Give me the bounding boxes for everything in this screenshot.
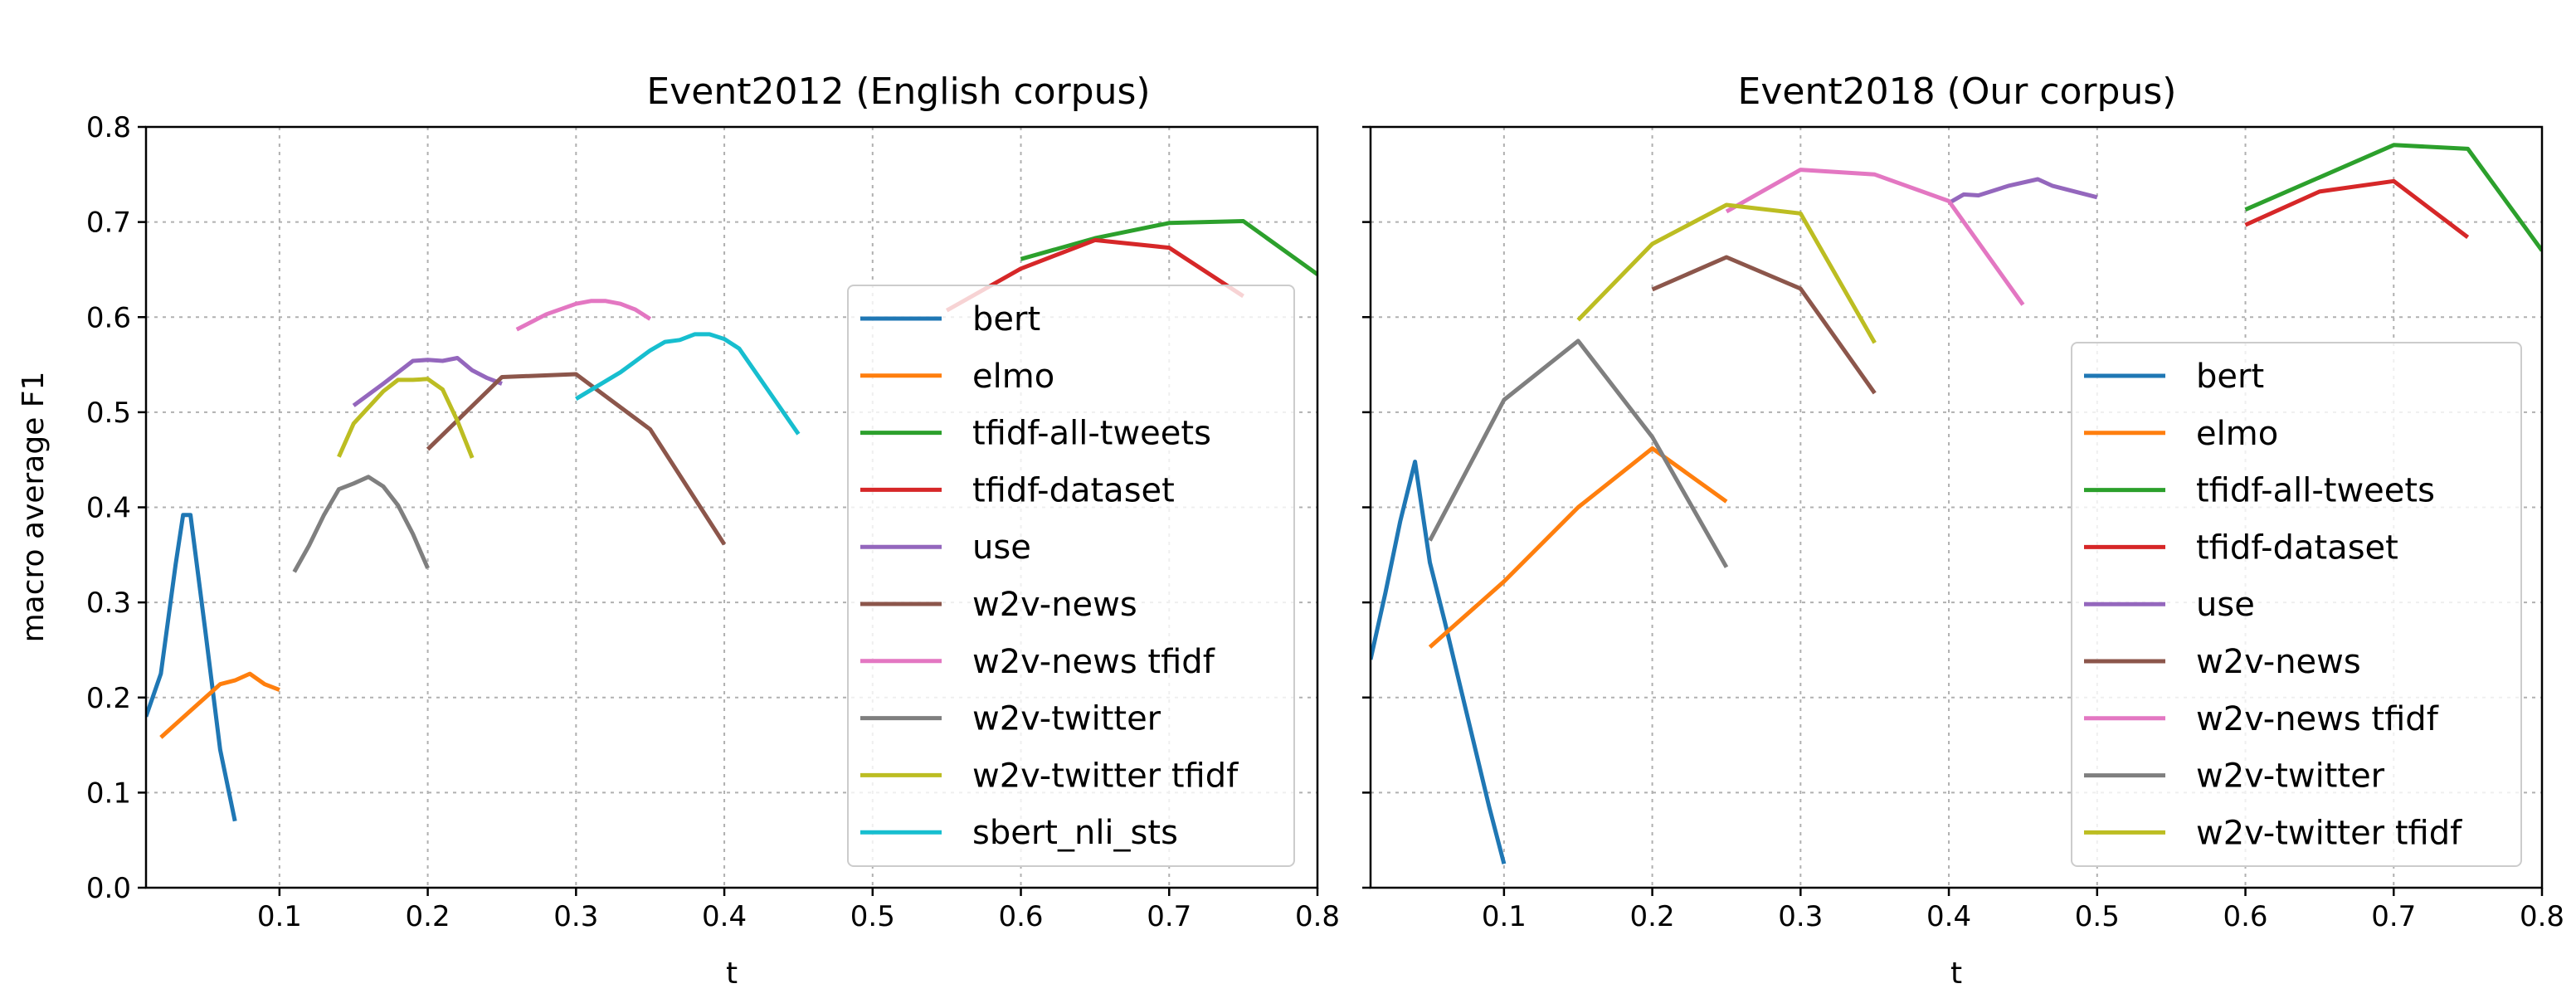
series-line-tfidf-all-tweets bbox=[1020, 219, 1317, 276]
x-tick-label: 0.3 bbox=[553, 900, 598, 933]
legend-label: tfidf-dataset bbox=[972, 471, 1175, 509]
legend-item: elmo bbox=[2084, 415, 2278, 453]
y-tick-label: 0.1 bbox=[86, 777, 131, 810]
legend-label: bert bbox=[2196, 358, 2264, 396]
panel-1-plot-area bbox=[146, 219, 1317, 822]
panel-1-ticks: 0.1 0.2 0.3 0.4 0.5 0.6 0.7 0.8 0.0 0.1 0.2 0.3 0.4 0… bbox=[86, 111, 1340, 933]
legend-label: elmo bbox=[972, 358, 1054, 396]
legend-item: tfidf-dataset bbox=[2084, 528, 2398, 567]
panel-2-plot-area bbox=[1371, 143, 2542, 864]
legend-item: w2v-news bbox=[860, 586, 1137, 624]
series-line-elmo bbox=[1428, 446, 1728, 649]
legend-label: w2v-twitter bbox=[972, 700, 1161, 738]
panel-1-x-axis-label: t bbox=[726, 957, 738, 991]
legend-item: tfidf-all-tweets bbox=[2084, 472, 2435, 510]
legend-item: bert bbox=[2084, 358, 2264, 396]
series-line-w2v-news bbox=[1651, 255, 1877, 395]
legend-label: use bbox=[2196, 586, 2255, 624]
panel-2-title: Event2018 (Our corpus) bbox=[1738, 71, 2177, 113]
legend-item: w2v-news tfidf bbox=[860, 643, 1215, 681]
legend-item: use bbox=[2084, 586, 2255, 624]
legend-label: w2v-twitter bbox=[2196, 757, 2385, 796]
series-line-w2v-news-tfidf bbox=[515, 299, 652, 332]
legend-label: sbert_nli_sts bbox=[972, 814, 1178, 852]
legend-box bbox=[847, 285, 1295, 867]
legend-item: bert bbox=[860, 300, 1040, 338]
y-tick-label: 0.7 bbox=[86, 207, 131, 240]
legend-item: w2v-news bbox=[2084, 643, 2361, 681]
legend-label: tfidf-all-tweets bbox=[972, 415, 1211, 453]
series-line-bert bbox=[146, 513, 237, 822]
y-tick-label: 0.2 bbox=[86, 682, 131, 715]
legend-item: tfidf-dataset bbox=[860, 471, 1175, 509]
series-line-w2v-twitter-tfidf bbox=[337, 377, 475, 459]
legend-box bbox=[2071, 342, 2522, 867]
x-tick-label: 0.6 bbox=[998, 900, 1043, 933]
x-tick-label: 0.6 bbox=[2223, 900, 2267, 933]
series-line-w2v-twitter bbox=[1428, 338, 1729, 568]
panel-1-legend: bert elmo tfidf-all-tweets tfidf-dataset use… bbox=[847, 285, 1295, 867]
y-tick-label: 0.6 bbox=[86, 301, 131, 334]
legend-item: w2v-twitter tfidf bbox=[860, 757, 1239, 795]
x-tick-label: 0.1 bbox=[257, 900, 302, 933]
legend-label: w2v-news tfidf bbox=[2196, 700, 2439, 738]
legend-label: bert bbox=[972, 300, 1040, 338]
legend-item: w2v-twitter bbox=[860, 700, 1161, 738]
legend-item: use bbox=[860, 528, 1031, 567]
series-line-tfidf-dataset bbox=[945, 237, 1244, 313]
series-line-sbert-nli-sts bbox=[575, 332, 801, 436]
legend-label: w2v-twitter tfidf bbox=[972, 757, 1239, 795]
series-line-w2v-news-tfidf bbox=[1725, 168, 2025, 306]
legend-item: w2v-news tfidf bbox=[2084, 700, 2439, 738]
panel-2-x-axis-label: t bbox=[1950, 957, 1962, 991]
legend-label: w2v-news bbox=[972, 586, 1137, 624]
legend-item: w2v-twitter tfidf bbox=[2084, 814, 2462, 852]
legend-label: tfidf-all-tweets bbox=[2196, 472, 2435, 510]
x-tick-label: 0.7 bbox=[1147, 900, 1191, 933]
x-tick-label: 0.4 bbox=[1926, 900, 1971, 933]
panel-1-y-axis-label: macro average F1 bbox=[17, 372, 51, 643]
series-line-w2v-twitter-tfidf bbox=[1576, 202, 1877, 344]
x-tick-label: 0.8 bbox=[1295, 900, 1340, 933]
panel-2-ticks: 0.1 0.2 0.3 0.4 0.5 0.6 0.7 0.8 bbox=[1362, 125, 2564, 933]
legend-label: tfidf-dataset bbox=[2196, 528, 2398, 567]
x-tick-label: 0.8 bbox=[2520, 900, 2564, 933]
series-line-use bbox=[352, 356, 503, 407]
series-line-tfidf-all-tweets bbox=[2244, 143, 2542, 252]
series-line-use bbox=[1947, 177, 2098, 205]
legend-label: use bbox=[972, 528, 1031, 567]
y-tick-label: 0.3 bbox=[86, 587, 131, 620]
y-tick-label: 0.0 bbox=[86, 872, 131, 905]
x-tick-label: 0.2 bbox=[406, 900, 450, 933]
series-line-w2v-news bbox=[426, 372, 727, 546]
x-tick-label: 0.5 bbox=[2075, 900, 2120, 933]
legend-item: sbert_nli_sts bbox=[860, 814, 1178, 852]
x-tick-label: 0.4 bbox=[702, 900, 747, 933]
x-tick-label: 0.5 bbox=[850, 900, 895, 933]
y-tick-label: 0.5 bbox=[86, 397, 131, 430]
panel-1-title: Event2012 (English corpus) bbox=[646, 71, 1150, 113]
panel-2-legend: bert elmo tfidf-all-tweets tfidf-dataset use… bbox=[2071, 342, 2522, 867]
legend-label: w2v-news tfidf bbox=[972, 643, 1215, 681]
series-line-tfidf-dataset bbox=[2244, 178, 2470, 239]
panel-event2018: Event2018 (Our corpus) 0.1 0.2 0.3 0.4 0.5 0.… bbox=[1362, 71, 2564, 991]
legend-label: w2v-twitter tfidf bbox=[2196, 814, 2462, 852]
legend-label: elmo bbox=[2196, 415, 2278, 453]
legend-item: w2v-twitter bbox=[2084, 757, 2385, 796]
legend-item: elmo bbox=[860, 358, 1054, 396]
legend-label: w2v-news bbox=[2196, 643, 2361, 681]
x-tick-label: 0.7 bbox=[2371, 900, 2416, 933]
x-tick-label: 0.3 bbox=[1778, 900, 1823, 933]
x-tick-label: 0.2 bbox=[1630, 900, 1675, 933]
series-line-w2v-twitter bbox=[292, 475, 430, 573]
x-tick-label: 0.1 bbox=[1482, 900, 1527, 933]
series-line-elmo bbox=[159, 671, 280, 739]
y-tick-label: 0.8 bbox=[86, 111, 131, 144]
panel-event2012: Event2012 (English corpus) 0.1 0.2 0.3 0.4 0… bbox=[17, 71, 1340, 991]
legend-item: tfidf-all-tweets bbox=[860, 415, 1211, 453]
series-line-bert bbox=[1371, 460, 1507, 864]
y-tick-label: 0.4 bbox=[86, 492, 131, 525]
